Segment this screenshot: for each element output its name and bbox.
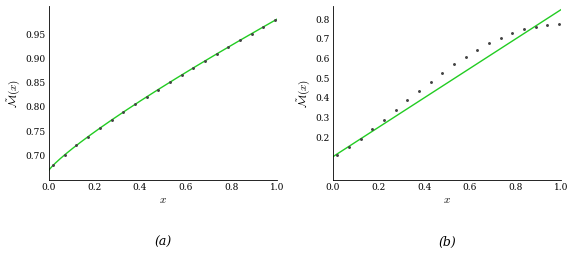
- Text: (a): (a): [154, 236, 172, 249]
- Y-axis label: $\tilde{\mathcal{M}}(x)$: $\tilde{\mathcal{M}}(x)$: [296, 78, 313, 108]
- Y-axis label: $\tilde{\mathcal{M}}(x)$: $\tilde{\mathcal{M}}(x)$: [6, 78, 23, 108]
- X-axis label: $x$: $x$: [159, 195, 167, 205]
- Text: (b): (b): [438, 236, 456, 249]
- X-axis label: $x$: $x$: [443, 195, 451, 205]
